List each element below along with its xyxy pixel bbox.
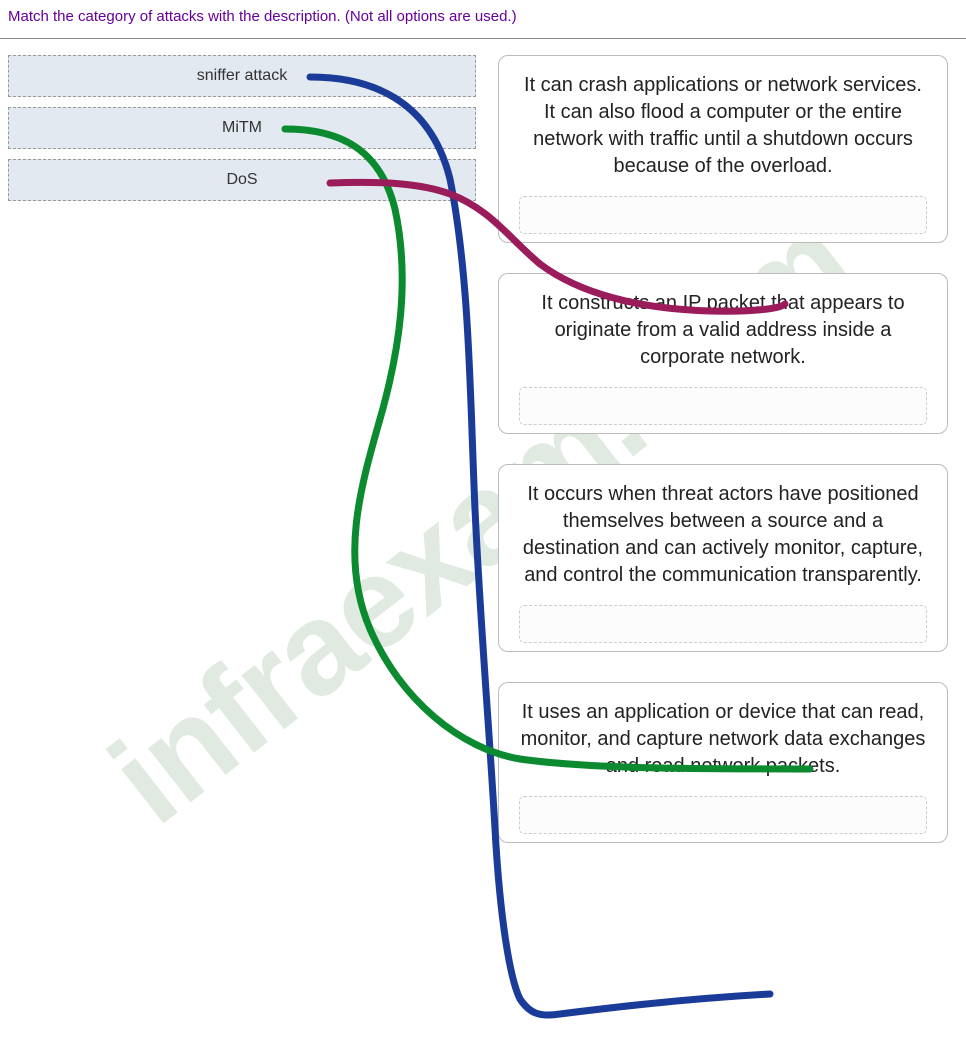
drop-zone-4[interactable] bbox=[519, 796, 927, 834]
attack-label: DoS bbox=[226, 171, 257, 189]
attack-item-sniffer[interactable]: sniffer attack bbox=[8, 55, 476, 97]
description-box-3: It occurs when threat actors have positi… bbox=[498, 464, 948, 652]
question-header: Match the category of attacks with the d… bbox=[0, 0, 966, 39]
description-text: It occurs when threat actors have positi… bbox=[519, 481, 927, 595]
matching-area: infraexam.com sniffer attack MiTM DoS It… bbox=[0, 39, 966, 1019]
attack-label: sniffer attack bbox=[197, 67, 287, 85]
instruction-text: Match the category of attacks with the d… bbox=[8, 8, 517, 25]
description-box-1: It can crash applications or network ser… bbox=[498, 55, 948, 243]
drop-zone-2[interactable] bbox=[519, 387, 927, 425]
description-text: It uses an application or device that ca… bbox=[519, 699, 927, 786]
description-box-2: It constructs an IP packet that appears … bbox=[498, 273, 948, 434]
attack-label: MiTM bbox=[222, 119, 262, 137]
description-box-4: It uses an application or device that ca… bbox=[498, 682, 948, 843]
attacks-column: sniffer attack MiTM DoS bbox=[8, 55, 476, 211]
description-text: It can crash applications or network ser… bbox=[519, 72, 927, 186]
drop-zone-1[interactable] bbox=[519, 196, 927, 234]
drop-zone-3[interactable] bbox=[519, 605, 927, 643]
attack-item-dos[interactable]: DoS bbox=[8, 159, 476, 201]
description-text: It constructs an IP packet that appears … bbox=[519, 290, 927, 377]
descriptions-column: It can crash applications or network ser… bbox=[498, 55, 948, 873]
attack-item-mitm[interactable]: MiTM bbox=[8, 107, 476, 149]
